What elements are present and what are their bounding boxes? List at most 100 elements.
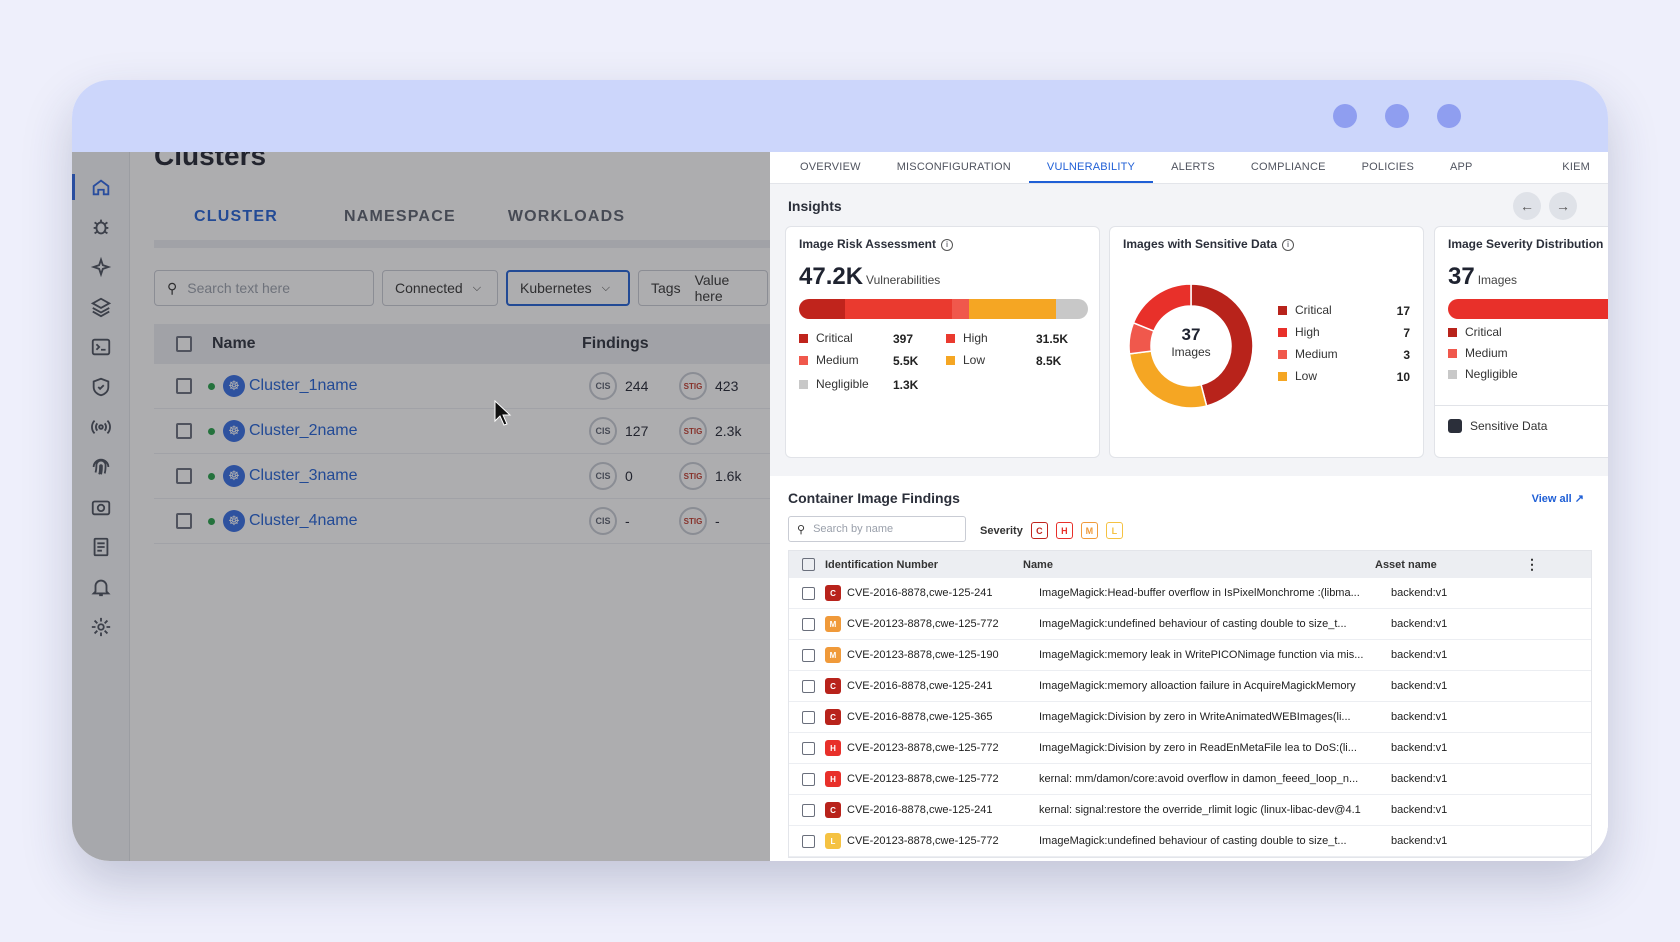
kubernetes-dropdown[interactable]: Kubernetes ⌵ xyxy=(506,270,630,306)
tab-app-behaviour[interactable]: APP BEHAVIOUR xyxy=(1449,161,1516,203)
finding-name[interactable]: kernal: mm/damon/core:avoid overflow in … xyxy=(1039,773,1359,785)
finding-name[interactable]: ImageMagick:memory leak in WritePICONima… xyxy=(1039,649,1364,661)
cis-count: 127 xyxy=(625,423,649,439)
row-checkbox[interactable] xyxy=(176,513,192,529)
view-all-link[interactable]: View all ↗ xyxy=(1531,493,1584,505)
finding-id: CVE-20123-8878,cwe-125-190 xyxy=(847,649,999,661)
terminal-icon[interactable] xyxy=(88,334,114,360)
cis-count: 0 xyxy=(625,468,633,484)
finding-name[interactable]: ImageMagick:Division by zero in WriteAni… xyxy=(1039,711,1351,723)
row-checkbox[interactable] xyxy=(802,710,815,724)
select-all-checkbox[interactable] xyxy=(176,336,192,352)
window-dot[interactable] xyxy=(1437,104,1461,128)
sensitive-data-link[interactable]: Sensitive Data xyxy=(1448,419,1547,433)
legend-label: Critical xyxy=(1295,303,1332,317)
connected-dropdown[interactable]: Connected ⌵ xyxy=(382,270,498,306)
finding-name[interactable]: ImageMagick:Division by zero in ReadEnMe… xyxy=(1039,742,1357,754)
bug-icon[interactable] xyxy=(88,214,114,240)
severity-chip-high[interactable]: H xyxy=(1055,522,1073,539)
arrow-right-icon[interactable]: → xyxy=(1549,192,1577,220)
window-dot[interactable] xyxy=(1333,104,1357,128)
cluster-name-link[interactable]: Cluster_1name xyxy=(249,377,358,394)
row-checkbox[interactable] xyxy=(802,648,815,662)
row-checkbox[interactable] xyxy=(176,468,192,484)
window-dot[interactable] xyxy=(1385,104,1409,128)
severity-chip-medium[interactable]: M xyxy=(1080,522,1098,539)
asset-name: backend:v1 xyxy=(1391,649,1448,661)
tab-policies[interactable]: POLICIES xyxy=(1361,161,1414,173)
row-checkbox[interactable] xyxy=(802,679,815,693)
legend-value: 5.5K xyxy=(893,354,919,368)
legend-swatch xyxy=(1278,327,1287,337)
row-checkbox[interactable] xyxy=(176,378,192,394)
finding-name[interactable]: ImageMagick:undefined behaviour of casti… xyxy=(1039,618,1347,630)
tab-compliance[interactable]: COMPLIANCE xyxy=(1250,161,1326,173)
tab-vulnerability[interactable]: VULNERABILITY xyxy=(1028,152,1154,183)
table-row[interactable]: ☸ Cluster_3name CIS 0 STIG 1.6k xyxy=(154,454,842,499)
gear-icon[interactable] xyxy=(88,614,114,640)
layers-icon[interactable] xyxy=(88,294,114,320)
cis-count: - xyxy=(625,513,630,529)
finding-name[interactable]: ImageMagick:undefined behaviour of casti… xyxy=(1039,835,1347,847)
row-checkbox[interactable] xyxy=(802,834,815,848)
shield-icon[interactable] xyxy=(88,374,114,400)
tab-overview[interactable]: OVERVIEW xyxy=(800,161,861,173)
row-checkbox[interactable] xyxy=(802,586,815,600)
home-icon[interactable] xyxy=(88,174,114,200)
table-row[interactable]: C CVE-2016-8878,cwe-125-241 ImageMagick:me… xyxy=(789,671,1591,702)
tab-kiem[interactable]: KIEM xyxy=(1562,161,1590,173)
insights-section: Insights ← → Image Risk Assessment i 47.2… xyxy=(770,184,1608,476)
severity-chip-critical[interactable]: C xyxy=(1030,522,1048,539)
finding-name[interactable]: ImageMagick:Head-buffer overflow in IsPi… xyxy=(1039,587,1360,599)
mouse-cursor-icon xyxy=(494,400,512,426)
panel-tabs: OVERVIEW MISCONFIGURATION VULNERABILITY … xyxy=(770,152,1608,203)
stig-badge: STIG xyxy=(679,507,707,535)
search-input[interactable]: ⚲ Search text here xyxy=(154,270,374,306)
risk-assessment-card: Image Risk Assessment i 47.2K Vulnerabilit… xyxy=(785,226,1100,458)
bell-icon[interactable] xyxy=(88,574,114,600)
table-row[interactable]: H CVE-20123-8878,cwe-125-772 ImageMagick:D… xyxy=(789,733,1591,764)
row-checkbox[interactable] xyxy=(802,617,815,631)
table-row[interactable]: L CVE-20123-8878,cwe-125-772 ImageMagick:u… xyxy=(789,826,1591,857)
report-icon[interactable] xyxy=(88,534,114,560)
info-icon[interactable]: i xyxy=(1282,238,1295,251)
cluster-name-link[interactable]: Cluster_4name xyxy=(249,512,358,529)
sparkle-icon[interactable] xyxy=(88,254,114,280)
more-options-icon[interactable]: ⋮ xyxy=(1525,556,1539,572)
table-row[interactable]: C CVE-2016-8878,cwe-125-365 ImageMagick:Di… xyxy=(789,702,1591,733)
finding-name[interactable]: kernal: signal:restore the override_rlim… xyxy=(1039,804,1361,816)
tab-alerts[interactable]: ALERTS xyxy=(1171,161,1215,173)
row-checkbox[interactable] xyxy=(802,741,815,755)
cluster-name-link[interactable]: Cluster_3name xyxy=(249,467,358,484)
row-checkbox[interactable] xyxy=(176,423,192,439)
camera-icon[interactable] xyxy=(88,494,114,520)
findings-search-input[interactable]: ⚲ Search by name xyxy=(788,516,966,542)
tab-workloads[interactable]: WORKLOADS xyxy=(507,208,626,225)
finding-name[interactable]: ImageMagick:memory alloaction failure in… xyxy=(1039,680,1356,692)
table-row[interactable]: C CVE-2016-8878,cwe-125-241 ImageMagick:He… xyxy=(789,578,1591,609)
select-all-checkbox[interactable] xyxy=(802,558,815,571)
cluster-name-link[interactable]: Cluster_2name xyxy=(249,422,358,439)
table-row[interactable]: H CVE-20123-8878,cwe-125-772 kernal: mm/da… xyxy=(789,764,1591,795)
row-checkbox[interactable] xyxy=(802,772,815,786)
info-icon[interactable]: i xyxy=(940,238,953,251)
severity-badge: H xyxy=(825,771,841,787)
table-row[interactable]: C CVE-2016-8878,cwe-125-241 kernal: signal… xyxy=(789,795,1591,826)
table-row[interactable]: ☸ Cluster_4name CIS - STIG - xyxy=(154,499,842,544)
tags-filter[interactable]: Tags Value here xyxy=(638,270,768,306)
fingerprint-icon[interactable] xyxy=(88,454,114,480)
modal-backdrop[interactable] xyxy=(72,152,770,861)
sensitive-data-card: Images with Sensitive Data i 37 Images Cr… xyxy=(1109,226,1424,458)
row-checkbox[interactable] xyxy=(802,803,815,817)
arrow-left-icon[interactable]: ← xyxy=(1513,192,1541,220)
table-row[interactable]: M CVE-20123-8878,cwe-125-772 ImageMagick:u… xyxy=(789,609,1591,640)
tab-misconfiguration[interactable]: MISCONFIGURATION xyxy=(896,161,1011,173)
findings-title: Container Image Findings xyxy=(788,490,960,506)
tab-namespace[interactable]: NAMESPACE xyxy=(343,208,456,225)
severity-chip-low[interactable]: L xyxy=(1105,522,1123,539)
sensitive-donut-chart xyxy=(1128,283,1254,409)
table-row[interactable]: ☸ Cluster_2name CIS 127 STIG 2.3k xyxy=(154,409,842,454)
table-row[interactable]: M CVE-20123-8878,cwe-125-190 ImageMagick:m… xyxy=(789,640,1591,671)
finding-id: CVE-20123-8878,cwe-125-772 xyxy=(847,618,999,630)
broadcast-icon[interactable] xyxy=(88,414,114,440)
